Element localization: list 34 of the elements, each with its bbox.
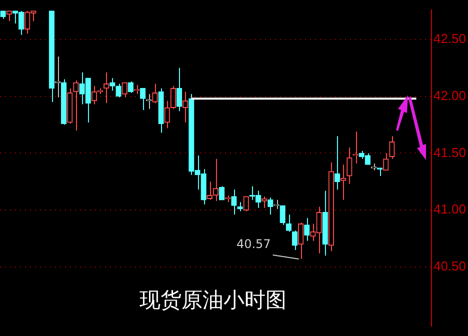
- candlestick: [286, 214, 292, 232]
- y-tick-label: 42.00: [433, 88, 466, 103]
- y-tick-label: 42.50: [433, 30, 466, 46]
- candlestick: [383, 152, 389, 171]
- candlestick: [218, 186, 225, 200]
- candlestick: [340, 164, 346, 200]
- annotation: 40.57: [236, 237, 271, 252]
- candlestick: [176, 67, 182, 112]
- candlestick: [152, 83, 158, 104]
- candlestick: [268, 197, 274, 216]
- candlestick: [140, 88, 146, 110]
- candlestick: [274, 199, 280, 210]
- candlestick: [134, 84, 140, 95]
- candlestick: [243, 196, 249, 212]
- y-tick-label: 40.50: [433, 258, 466, 274]
- candlestick: [346, 147, 352, 184]
- candlestick: [389, 136, 395, 160]
- text: 现货原油小时图: [138, 287, 288, 314]
- candlestick: [128, 81, 134, 94]
- candlestick: [237, 202, 243, 212]
- candlestick: [304, 218, 310, 242]
- candlestick: [116, 83, 122, 98]
- candlestick: [334, 136, 340, 190]
- candlestick: [122, 82, 128, 98]
- y-tick-label: 41.50: [433, 144, 466, 160]
- candlestick: [231, 189, 237, 216]
- candlestick: [182, 91, 188, 123]
- candlestick: [73, 80, 79, 131]
- candlestick: [298, 222, 304, 260]
- y-tick-label: 41.00: [433, 202, 466, 217]
- candlestick: [262, 196, 268, 208]
- candlestick: [292, 230, 298, 250]
- candlestick: [280, 205, 286, 226]
- candlestick: [110, 78, 116, 92]
